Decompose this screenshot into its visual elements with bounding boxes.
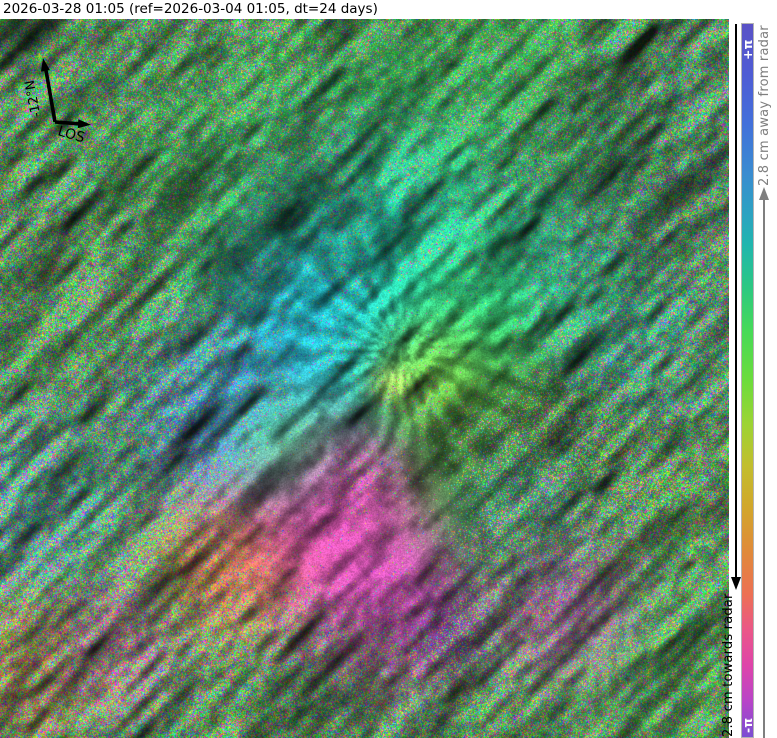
los-arrow	[54, 119, 91, 129]
colorbar-top-label: +π	[740, 39, 755, 60]
away-from-radar-label: 2.8 cm away from radar	[757, 25, 772, 186]
north-arrowhead	[41, 58, 50, 72]
north-arrow	[41, 58, 57, 123]
away-from-radar-arrowhead	[759, 187, 769, 200]
compass: -12°N LOS	[23, 58, 91, 146]
colorbar	[741, 23, 754, 738]
colorbar-bottom-label: -π	[740, 717, 755, 733]
towards-radar-label: 2.8 cm towards radar	[721, 593, 736, 737]
los-arrowhead	[77, 119, 91, 129]
towards-radar-arrow	[735, 24, 737, 577]
towards-radar-arrowhead	[731, 577, 741, 590]
interferogram-image	[0, 19, 729, 738]
los-label: LOS	[56, 123, 87, 146]
north-label: -12°N	[23, 79, 45, 119]
away-from-radar-arrow	[763, 200, 765, 738]
figure-title: 2026-03-28 01:05 (ref=2026-03-04 01:05, …	[3, 1, 378, 17]
